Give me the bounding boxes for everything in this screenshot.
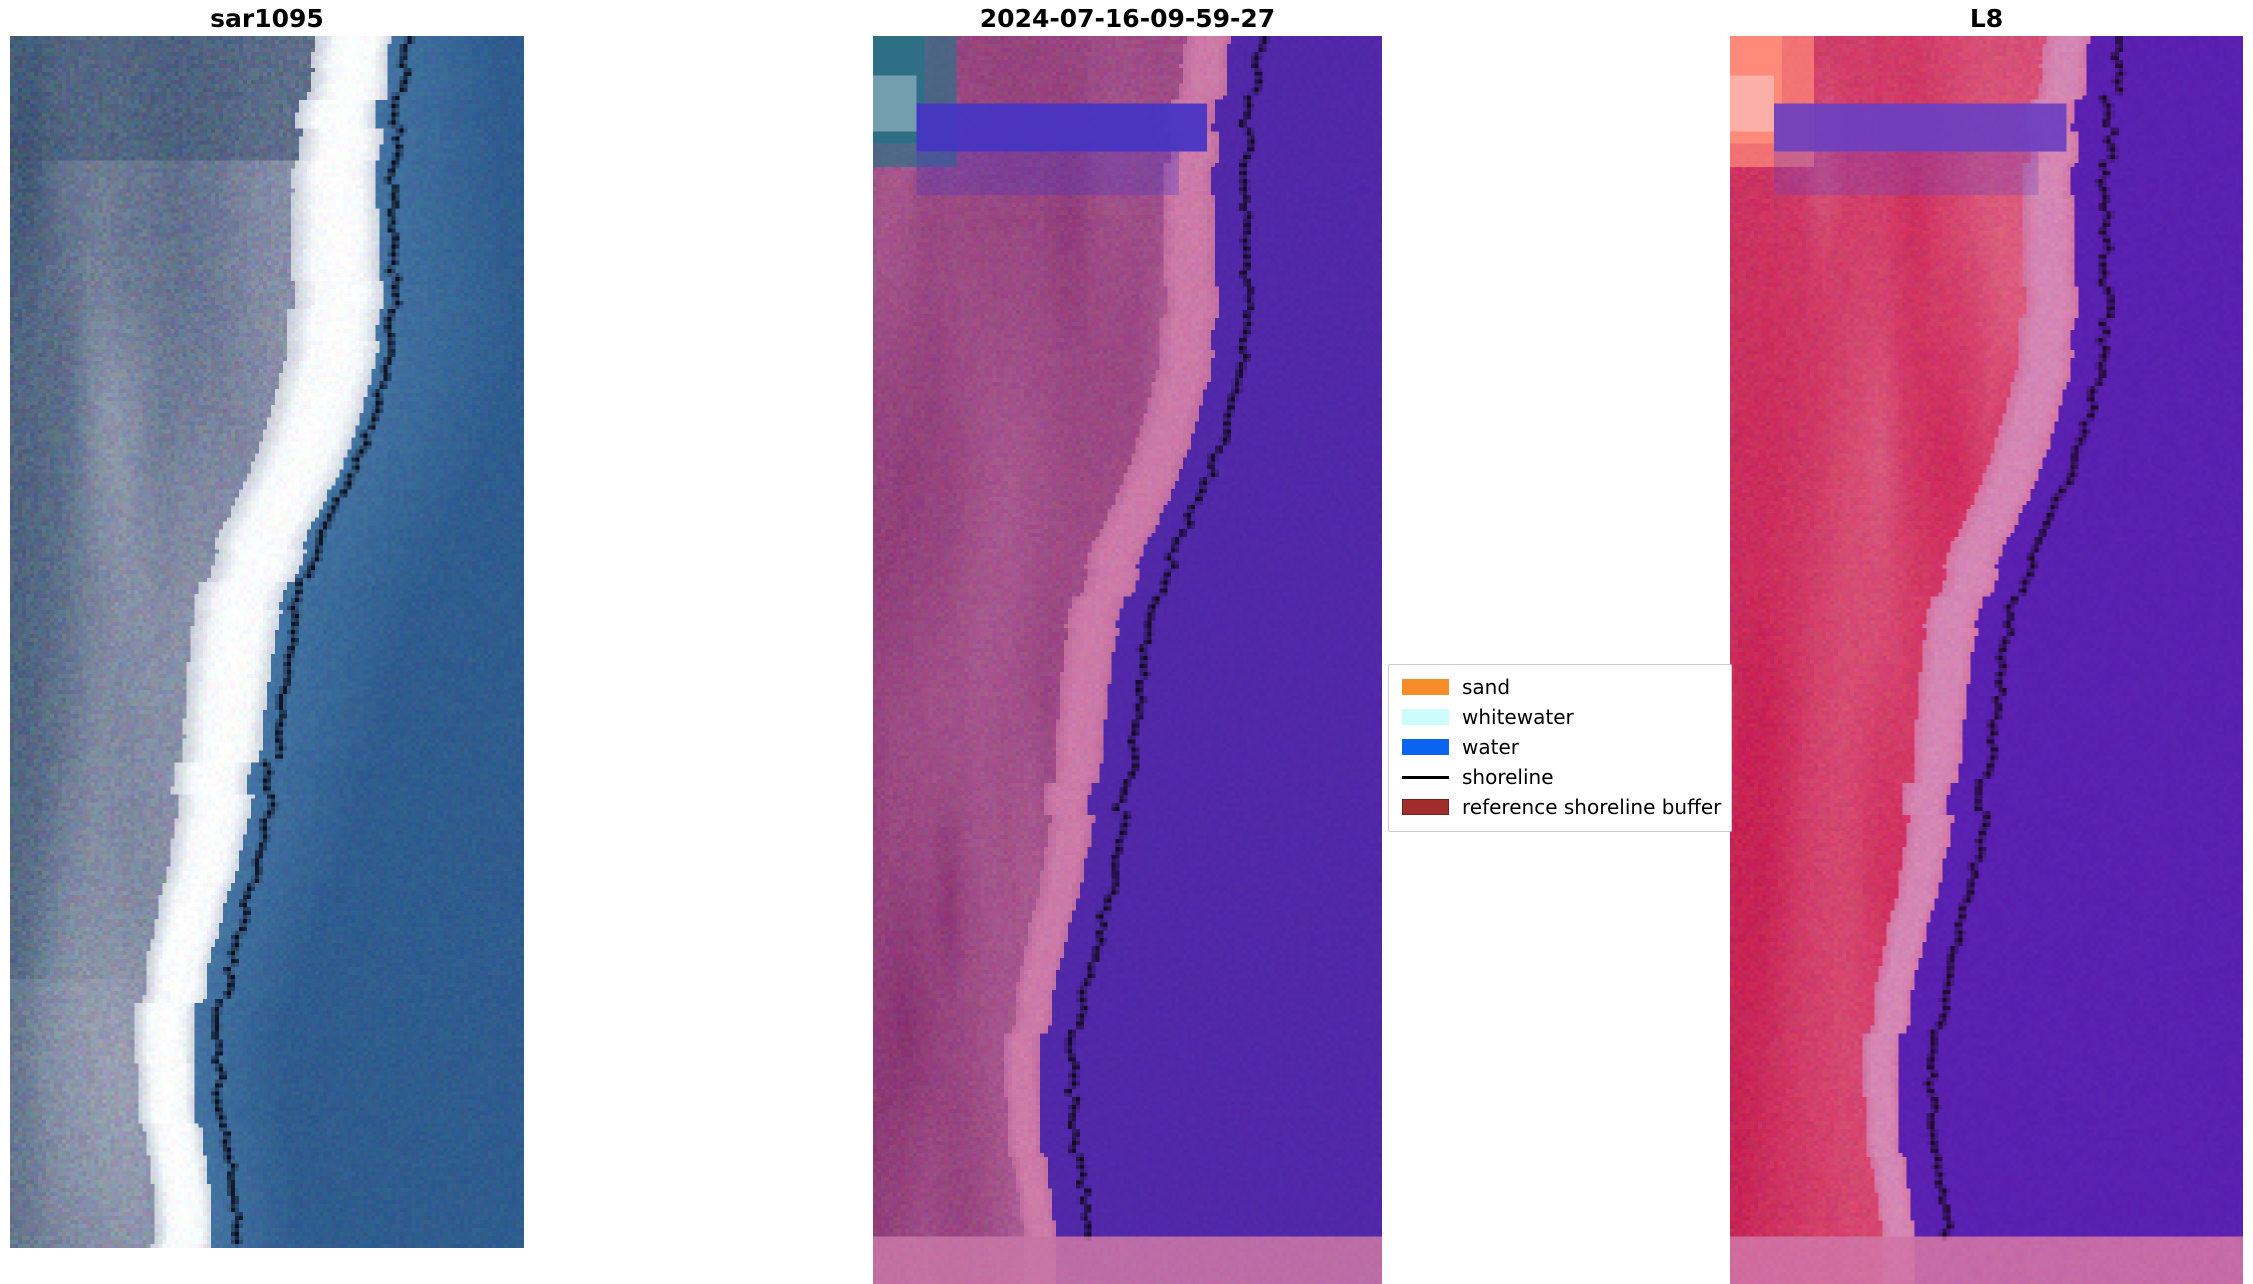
legend-item-reference-shoreline-buffer: reference shoreline buffer xyxy=(1389,792,1731,822)
panel-classified-image xyxy=(873,36,1382,1284)
l8-raster xyxy=(1730,36,2243,1284)
panel-title-timestamp: 2024-07-16-09-59-27 xyxy=(979,4,1276,33)
legend-item-shoreline: shoreline xyxy=(1389,762,1731,792)
legend-swatch-water xyxy=(1400,732,1452,762)
legend-label-shoreline: shoreline xyxy=(1462,765,1554,789)
shoreline-line-sample xyxy=(1402,776,1449,779)
legend-item-water: water xyxy=(1389,732,1731,762)
legend-item-sand: sand xyxy=(1389,672,1731,702)
whitewater-color-patch xyxy=(1402,709,1449,725)
rgb-satellite-raster xyxy=(10,36,524,1248)
panel-rgb-image xyxy=(10,36,524,1248)
legend-label-water: water xyxy=(1462,735,1519,759)
sand-color-patch xyxy=(1402,679,1449,695)
panel-l8-image xyxy=(1730,36,2243,1284)
reference-buffer-color-patch xyxy=(1402,799,1449,815)
legend-label-whitewater: whitewater xyxy=(1462,705,1574,729)
panel-title-sar1095: sar1095 xyxy=(210,4,324,33)
legend-label-sand: sand xyxy=(1462,675,1511,699)
legend-box: sand whitewater water shoreline referenc… xyxy=(1388,664,1732,832)
legend-swatch-whitewater xyxy=(1400,702,1452,732)
legend-label-reference-shoreline-buffer: reference shoreline buffer xyxy=(1462,795,1722,819)
legend-swatch-reference-buffer xyxy=(1400,792,1452,822)
legend-swatch-shoreline xyxy=(1400,762,1452,792)
water-color-patch xyxy=(1402,739,1449,755)
panel-title-l8: L8 xyxy=(1969,4,2004,33)
legend-item-whitewater: whitewater xyxy=(1389,702,1731,732)
legend-swatch-sand xyxy=(1400,672,1452,702)
classified-raster xyxy=(873,36,1382,1284)
